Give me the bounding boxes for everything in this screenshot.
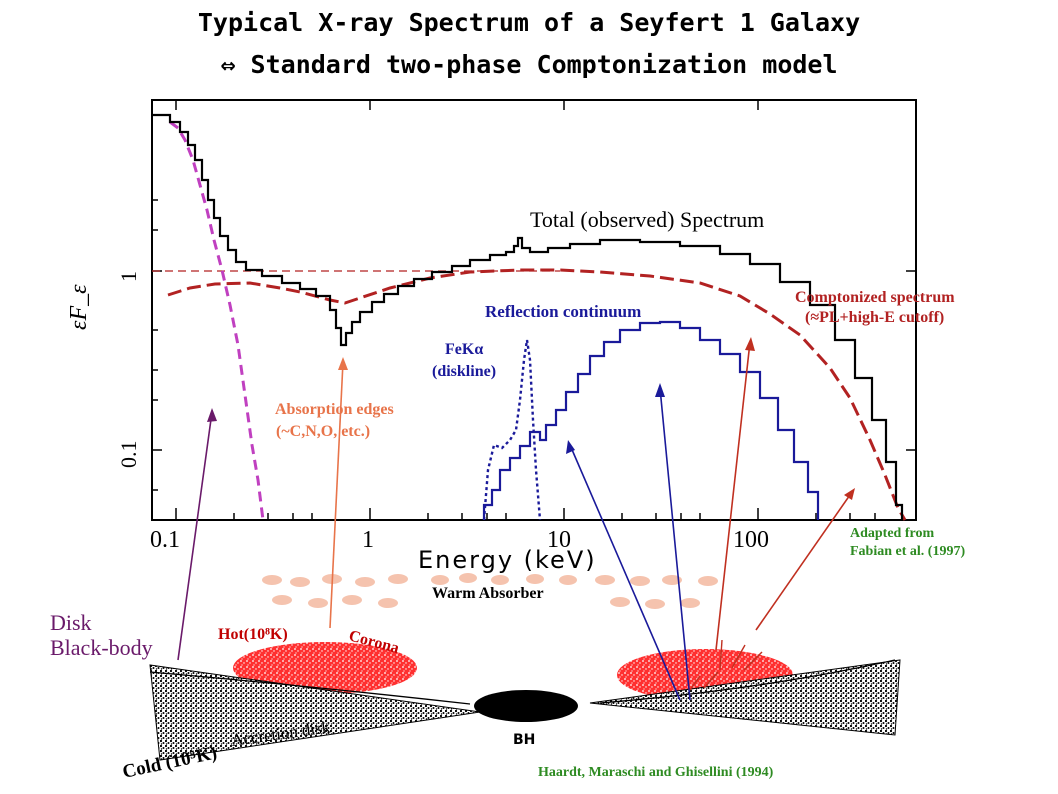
- credit-fabian-line1: Adapted from: [850, 526, 935, 541]
- label-fek: FeKα: [445, 341, 483, 358]
- credit-haardt: Haardt, Maraschi and Ghisellini (1994): [538, 765, 774, 780]
- label-diskline: (diskline): [432, 363, 496, 380]
- x-tick-label: 100: [733, 527, 769, 553]
- y-ticks: [152, 199, 916, 491]
- corona-emission-arrows: [689, 639, 763, 691]
- y-tick-label: 1: [116, 271, 141, 282]
- label-bh: BH: [513, 732, 535, 748]
- label-absorption: Absorption edges: [275, 401, 394, 418]
- arrows: [177, 341, 853, 701]
- warm-absorber-blobs: [262, 573, 718, 609]
- label-total-spectrum: Total (observed) Spectrum: [530, 207, 764, 232]
- label-reflection: Reflection continuum: [485, 302, 641, 321]
- y-tick-label: 0.1: [116, 441, 141, 469]
- label-absorption-note: (~C,N,O, etc.): [276, 423, 370, 440]
- corona-left: [233, 642, 417, 694]
- credit-fabian: Adapted from Fabian et al. (1997): [850, 525, 965, 561]
- black-hole: [474, 690, 578, 722]
- label-hot: Hot(10⁸K): [218, 626, 288, 643]
- accretion-disk-left: [149, 664, 481, 761]
- series-total: [152, 113, 904, 520]
- label-black-body: Black-body: [50, 635, 153, 660]
- label-comptonized-note: (≈PL+high-E cutoff): [805, 309, 944, 326]
- x-tick-label: 1: [362, 527, 374, 553]
- series-disk-blackbody: [169, 120, 265, 521]
- plot-frame: [151, 99, 917, 521]
- title-line-2: ⇔ Standard two-phase Comptonization mode…: [220, 50, 838, 79]
- label-warm-absorber: Warm Absorber: [432, 585, 544, 602]
- x-tick-label: 0.1: [150, 527, 180, 553]
- series-reflection: [482, 320, 820, 520]
- accretion-disk-right: [589, 659, 901, 736]
- series-fek-diskline: [482, 339, 542, 521]
- series-comptonized: [167, 268, 907, 521]
- arrowheads: [207, 337, 855, 500]
- x-tick-label: 10: [547, 527, 571, 553]
- credit-fabian-line2: Fabian et al. (1997): [850, 544, 966, 559]
- label-comptonized: Comptonized spectrum: [795, 289, 955, 306]
- title-line-1: Typical X-ray Spectrum of a Seyfert 1 Ga…: [197, 8, 861, 37]
- x-ticks: [175, 100, 876, 520]
- y-axis-label: εF_ε: [66, 284, 92, 330]
- x-axis-label: Energy (keV): [418, 546, 597, 574]
- label-disk: Disk: [50, 610, 92, 635]
- disk-surface-line: [149, 671, 471, 705]
- disk-surface-line-right: [599, 659, 896, 704]
